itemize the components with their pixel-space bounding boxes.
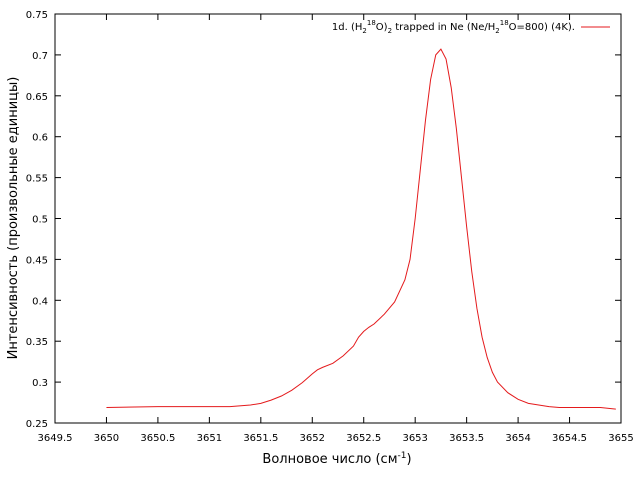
y-tick-label: 0.75	[26, 10, 48, 21]
x-tick-label: 3650.5	[140, 433, 175, 444]
y-tick-label: 0.35	[26, 337, 48, 348]
y-tick-label: 0.4	[32, 296, 48, 307]
y-tick-label: 0.45	[26, 255, 48, 266]
x-tick-label: 3651	[197, 433, 222, 444]
y-tick-label: 0.3	[32, 378, 48, 389]
x-tick-label: 3653.5	[449, 433, 484, 444]
series-line	[106, 48, 616, 410]
legend-part: 2	[495, 27, 499, 35]
x-tick-label: 3652.5	[346, 433, 381, 444]
x-tick-label: 3653	[402, 433, 427, 444]
legend-label: 1d. (H218O)2 trapped in Ne (Ne/H218O=800…	[332, 19, 575, 35]
x-axis-label-sup: -1	[398, 451, 407, 461]
y-axis-label: Интенсивность (произвольные единицы)	[6, 77, 21, 360]
legend-part: O=800) (4K).	[509, 22, 575, 33]
x-tick-label: 3650	[94, 433, 119, 444]
legend-part: O)	[376, 22, 388, 33]
y-tick-label: 0.65	[26, 92, 48, 103]
legend-part: trapped in Ne (Ne/H	[392, 22, 495, 33]
plot-frame	[54, 13, 622, 424]
x-tick-label: 3654	[505, 433, 530, 444]
x-tick-label: 3649.5	[38, 433, 73, 444]
y-tick-label: 0.6	[32, 133, 48, 144]
legend-part: 18	[500, 19, 509, 27]
legend-part: 1d. (H	[332, 22, 363, 33]
y-tick-label: 0.25	[26, 419, 48, 430]
legend-part: 18	[367, 19, 376, 27]
legend-part: 2	[362, 27, 366, 35]
y-tick-label: 0.55	[26, 174, 48, 185]
legend-part: 2	[388, 27, 392, 35]
x-tick-label: 3652	[300, 433, 325, 444]
x-axis-label-end: )	[406, 452, 411, 467]
x-tick-label: 3655	[608, 433, 633, 444]
x-axis-label: Волновое число (см-1)	[262, 451, 411, 467]
y-tick-label: 0.5	[32, 215, 48, 226]
ticks-group	[54, 13, 622, 424]
x-tick-label: 3651.5	[243, 433, 278, 444]
y-tick-label: 0.7	[32, 51, 48, 62]
x-tick-label: 3654.5	[552, 433, 587, 444]
tick-labels-group: 3649.5 3650 3650.5 3651 3651.5 3652 3652.5 3653…	[26, 10, 634, 444]
x-axis-label-main: Волновое число (см	[262, 452, 397, 467]
